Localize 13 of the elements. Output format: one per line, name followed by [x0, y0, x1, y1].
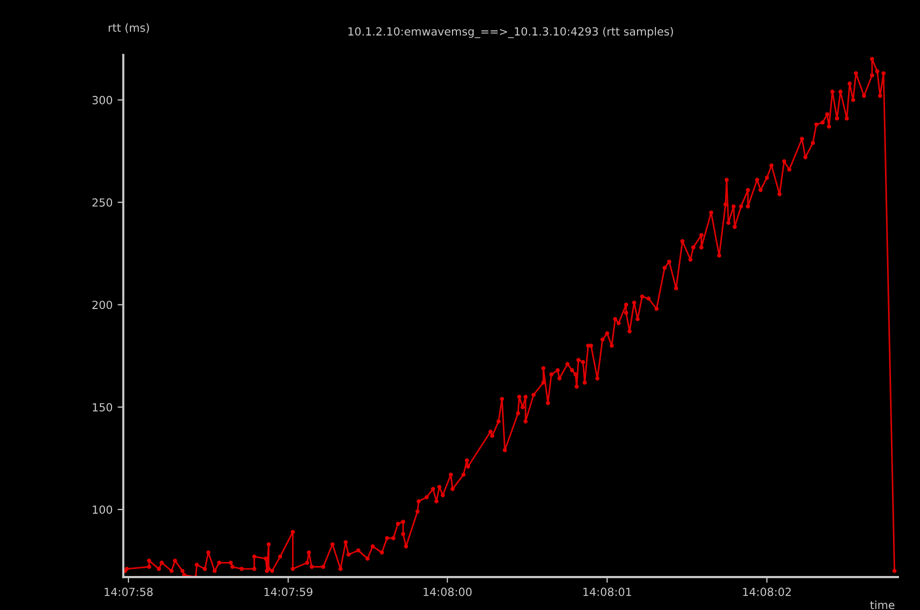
x-tick-label: 14:07:58: [104, 588, 153, 596]
y-tick-label: 150: [92, 403, 112, 412]
x-tick-label: 14:07:59: [264, 588, 312, 596]
y-axis-title: rtt (ms): [108, 23, 149, 34]
x-tick-label: 14:08:00: [424, 588, 472, 596]
x-tick-label: 14:08:01: [583, 588, 632, 596]
y-tick-label: 100: [92, 505, 112, 514]
y-tick-label: 200: [92, 300, 112, 310]
x-tick-label: 14:08:02: [743, 588, 791, 596]
y-tick-label: 250: [92, 198, 112, 207]
x-axis-title: time: [870, 600, 894, 610]
chart-title: 10.1.2.10:emwavemsg_==>_10.1.3.10:4293 (rtt samples): [348, 27, 673, 38]
y-tick-label: 300: [92, 96, 112, 104]
